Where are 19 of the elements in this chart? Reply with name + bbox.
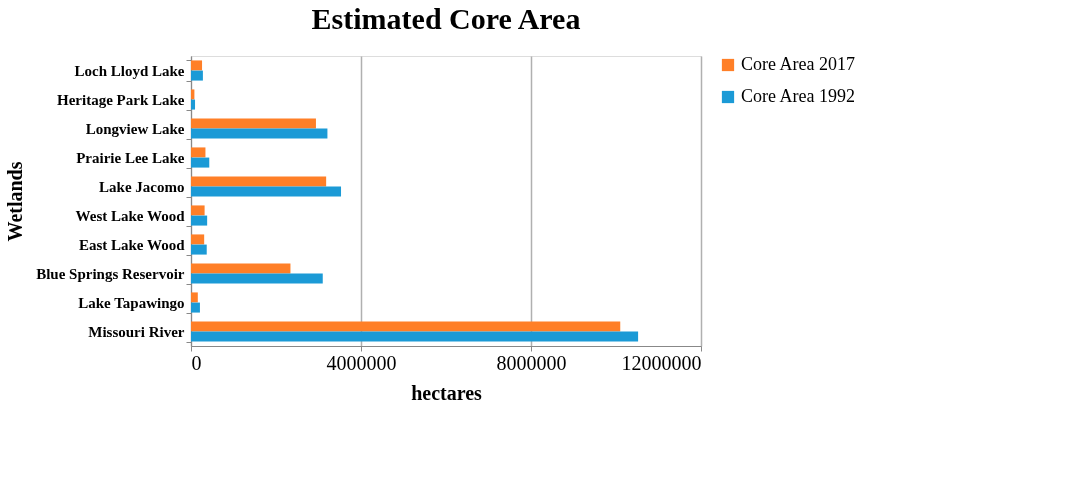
y-tick-label: Lake Tapawingo (78, 295, 185, 311)
x-tick-label: 12000000 (621, 351, 702, 374)
x-axis-title: hectares (411, 381, 483, 404)
y-tick-label: Longview Lake (85, 121, 185, 137)
y-tick-label: Loch Lloyd Lake (74, 63, 185, 79)
x-tick-label: 8000000 (496, 351, 567, 374)
y-tick-label: Prairie Lee Lake (76, 150, 185, 166)
x-tick-label: 0 (191, 351, 202, 374)
x-tick-label: 4000000 (326, 351, 397, 374)
y-tick-label: Lake Jacomo (99, 179, 185, 195)
y-tick-label: Missouri River (88, 324, 185, 340)
y-tick-label: Heritage Park Lake (57, 92, 185, 108)
y-tick-label: Blue Springs Reservoir (36, 266, 185, 282)
y-tick-label: East Lake Wood (78, 237, 186, 253)
chart-title: Estimated Core Area (311, 2, 581, 35)
legend-label: Core Area 2017 (741, 54, 855, 74)
legend-label: Core Area 1992 (741, 86, 855, 106)
y-axis-title: Wetlands (4, 161, 27, 242)
y-tick-label: West Lake Wood (75, 208, 186, 224)
